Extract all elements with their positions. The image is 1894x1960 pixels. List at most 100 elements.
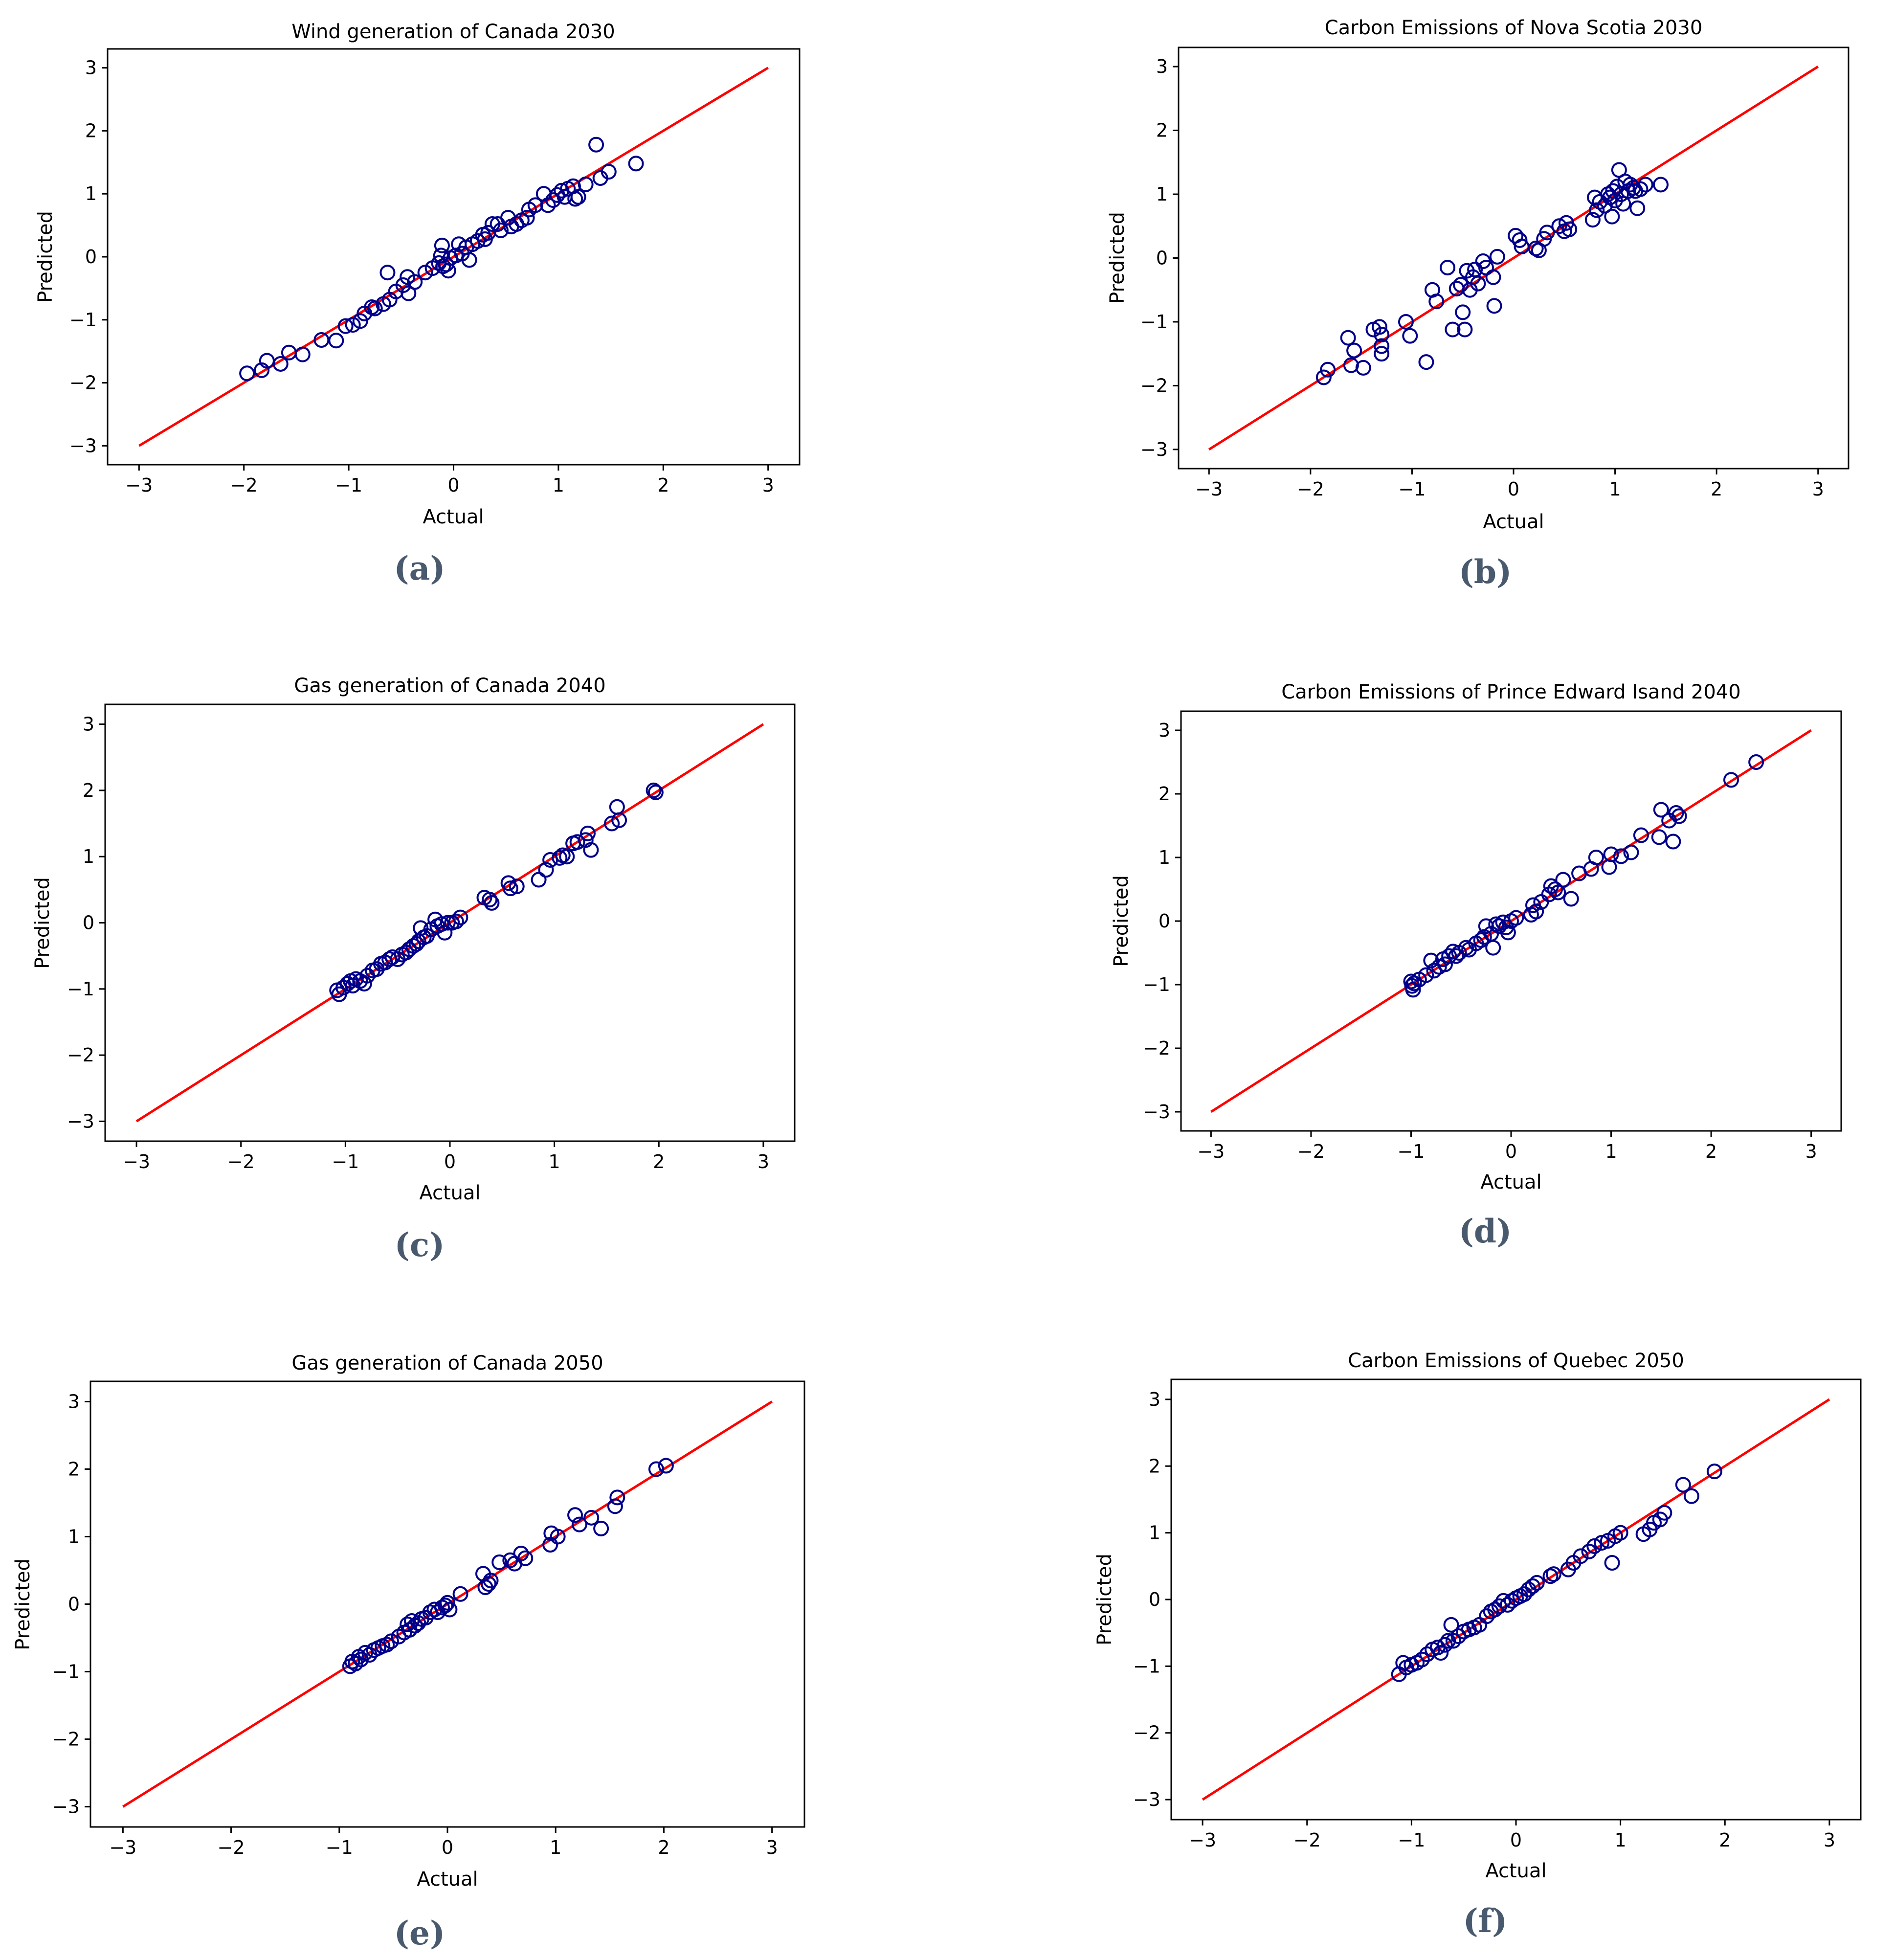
data-point xyxy=(604,815,620,832)
data-point xyxy=(1615,196,1631,212)
data-point xyxy=(648,1461,664,1477)
y-tick-label: −1 xyxy=(1140,311,1168,333)
y-axis-label: Predicted xyxy=(1110,875,1133,967)
data-point xyxy=(356,975,372,991)
y-tick-label: 1 xyxy=(1156,183,1168,205)
data-point xyxy=(1652,177,1669,193)
x-tick-label: 0 xyxy=(1510,1829,1522,1851)
x-tick-label: −2 xyxy=(1297,478,1324,500)
y-tick-label: −1 xyxy=(1143,974,1170,995)
data-point xyxy=(578,176,594,192)
x-tick-label: 3 xyxy=(762,474,774,496)
y-axis-label: Predicted xyxy=(31,877,54,969)
x-tick-label: 3 xyxy=(766,1837,778,1858)
data-point xyxy=(1629,200,1646,216)
chart-title: Gas generation of Canada 2040 xyxy=(294,675,605,697)
data-point xyxy=(1441,948,1457,964)
data-point xyxy=(437,924,453,941)
data-point xyxy=(1374,327,1390,343)
reference-line xyxy=(138,67,769,447)
plot-area: −3 −2 −1 0 1 2 3 −3 −2 −1 0 1 2 3 xyxy=(52,1380,805,1858)
y-tick-label: 0 xyxy=(1149,1589,1160,1610)
y-tick-label: −3 xyxy=(69,435,97,456)
x-tick-label: −3 xyxy=(109,1837,136,1858)
data-point xyxy=(502,1552,518,1568)
data-point xyxy=(492,222,509,238)
plot-area: −3 −2 −1 0 1 2 3 −3 −2 −1 0 1 2 3 xyxy=(1143,710,1842,1162)
data-point xyxy=(1445,321,1461,338)
data-point xyxy=(1406,975,1422,991)
x-tick-label: 2 xyxy=(1705,1141,1717,1162)
data-point xyxy=(1675,1477,1691,1493)
data-point xyxy=(1748,754,1764,770)
y-tick-label: −2 xyxy=(67,1044,94,1066)
x-tick-label: 3 xyxy=(1812,478,1824,500)
y-tick-label: 1 xyxy=(1149,1522,1160,1544)
data-point xyxy=(1443,1617,1459,1633)
data-point xyxy=(405,938,422,954)
data-point xyxy=(1340,330,1356,346)
y-tick-label: 0 xyxy=(1156,248,1168,269)
data-point xyxy=(1320,361,1336,378)
x-tick-label: −2 xyxy=(230,474,258,496)
x-tick-label: 0 xyxy=(1508,478,1519,500)
data-point xyxy=(1437,1637,1453,1653)
data-point xyxy=(538,862,554,878)
data-point xyxy=(1448,948,1464,964)
data-point xyxy=(1632,181,1649,197)
data-point xyxy=(1586,1538,1603,1554)
y-tick-label: 0 xyxy=(83,912,94,934)
x-tick-label: 0 xyxy=(442,1837,453,1858)
reference-line xyxy=(1202,1398,1830,1801)
data-point xyxy=(1437,956,1453,972)
x-tick-label: −3 xyxy=(123,1151,150,1172)
y-axis-label: Predicted xyxy=(1093,1554,1116,1645)
x-axis-label: Actual xyxy=(419,1182,480,1204)
y-tick-label: 2 xyxy=(1149,1455,1160,1477)
data-point xyxy=(433,248,449,264)
data-point xyxy=(1601,859,1617,875)
y-tick-label: 3 xyxy=(68,1391,80,1412)
data-point xyxy=(1547,881,1563,897)
x-tick-label: −2 xyxy=(218,1837,245,1858)
x-tick-label: 3 xyxy=(1824,1829,1835,1851)
chart-title: Carbon Emissions of Prince Edward Isand … xyxy=(1281,681,1740,703)
data-point xyxy=(1529,1575,1545,1591)
x-tick-label: −1 xyxy=(1398,1829,1425,1851)
data-point xyxy=(545,192,561,208)
data-point xyxy=(559,849,575,865)
x-tick-label: −2 xyxy=(227,1151,255,1172)
data-point xyxy=(395,277,411,293)
x-tick-label: 2 xyxy=(1711,478,1722,500)
x-tick-label: 2 xyxy=(1719,1829,1731,1851)
y-tick-label: 3 xyxy=(1149,1389,1160,1410)
data-point xyxy=(1612,1525,1628,1541)
data-point xyxy=(328,333,344,349)
data-point xyxy=(513,1545,529,1561)
data-point xyxy=(1470,275,1486,292)
x-tick-label: 0 xyxy=(1505,1141,1517,1162)
data-point xyxy=(1563,891,1579,907)
data-point xyxy=(1683,1488,1699,1504)
data-point xyxy=(1476,929,1492,945)
y-tick-label: −1 xyxy=(1133,1655,1160,1677)
data-point xyxy=(239,365,255,382)
data-point xyxy=(647,784,664,800)
panel-caption: (f) xyxy=(1463,1902,1508,1940)
data-point xyxy=(593,1520,609,1536)
y-tick-label: −1 xyxy=(52,1661,80,1683)
chart-title: Carbon Emissions of Quebec 2050 xyxy=(1348,1350,1684,1372)
data-point xyxy=(1508,910,1524,926)
data-point xyxy=(1633,827,1649,843)
y-axis-label: Predicted xyxy=(1106,212,1129,304)
x-tick-label: −1 xyxy=(1398,478,1426,500)
data-point xyxy=(580,825,596,841)
data-point xyxy=(1623,844,1639,860)
x-tick-label: −1 xyxy=(326,1837,353,1858)
data-point xyxy=(407,274,423,290)
data-point xyxy=(1656,1505,1672,1521)
y-tick-label: 2 xyxy=(1156,120,1168,141)
data-point xyxy=(1665,834,1681,850)
data-point xyxy=(1584,212,1601,228)
